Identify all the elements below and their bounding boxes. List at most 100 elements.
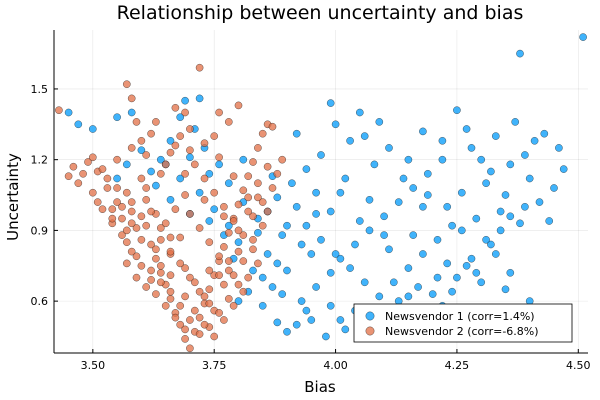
series-2-point (181, 191, 189, 199)
series-2-point (224, 118, 233, 126)
series-2-point (127, 219, 136, 228)
series-2-point (220, 243, 228, 251)
series-2-point (122, 226, 131, 235)
series-2-point (234, 226, 243, 235)
series-1-point (419, 127, 427, 136)
series-1-point (423, 191, 432, 199)
series-1-point (496, 207, 505, 216)
series-2-point (147, 129, 155, 138)
series-1-point (404, 292, 413, 301)
series-1-point (375, 292, 384, 301)
series-2-point (118, 214, 126, 223)
series-1-point (409, 184, 418, 192)
series-2-point (215, 252, 223, 261)
series-1-point (278, 290, 287, 298)
series-2-point (234, 247, 243, 256)
series-2-point (249, 158, 257, 166)
x-tick-labels: 3.50 3.75 4.00 4.25 4.50 (81, 359, 591, 372)
series-2-point (137, 212, 146, 221)
series-1-point (380, 231, 388, 239)
series-1-point (292, 202, 301, 211)
series-1-point (317, 151, 325, 159)
series-1-point (176, 174, 185, 183)
series-1-point (370, 160, 379, 169)
series-2-point (200, 320, 209, 329)
series-2-point (98, 205, 107, 214)
series-2-point (249, 235, 257, 244)
series-1-point (555, 144, 563, 152)
series-1-point (423, 169, 432, 178)
series-2-point (215, 271, 223, 280)
series-2-point (210, 132, 219, 140)
series-1-point (511, 118, 520, 126)
series-2-point (205, 266, 214, 275)
y-tick-label: 0.6 (31, 295, 49, 308)
series-1-point (195, 94, 204, 103)
series-1-point (336, 188, 345, 197)
series-2-point (186, 344, 194, 353)
series-2-point (195, 313, 204, 322)
series-2-point (122, 80, 131, 89)
series-2-point (122, 259, 131, 268)
series-1-point (448, 221, 456, 230)
series-2-point (171, 103, 180, 112)
series-2-point (220, 202, 228, 211)
legend-label-series-1: Newsvendor 1 (corr=1.4%) (385, 310, 535, 323)
series-1-point (234, 238, 243, 247)
series-2-point (171, 313, 180, 322)
series-2-point (190, 278, 199, 287)
series-2-point (176, 259, 185, 268)
legend: Newsvendor 1 (corr=1.4%) Newsvendor 2 (co… (353, 303, 573, 343)
series-2-point (249, 245, 257, 254)
series-1-point (147, 167, 155, 176)
series-1-point (317, 235, 325, 244)
series-2-point (156, 268, 165, 277)
series-2-point (229, 301, 238, 310)
series-2-point (215, 153, 223, 162)
series-1-point (176, 113, 185, 122)
series-2-point (181, 335, 189, 343)
series-1-point (438, 136, 447, 145)
series-1-point (409, 231, 418, 239)
series-2-point (108, 205, 117, 214)
series-1-point (506, 268, 515, 277)
series-1-point (394, 198, 403, 206)
series-1-point (254, 228, 262, 237)
series-1-point (336, 316, 345, 324)
series-2-point (200, 139, 209, 148)
series-2-point (244, 207, 253, 216)
series-2-point (132, 273, 141, 282)
series-2-point (142, 195, 151, 204)
series-2-point (181, 169, 189, 178)
series-1-point (215, 160, 223, 169)
series-2-point (224, 294, 233, 303)
series-1-point (482, 235, 490, 244)
series-1-point (477, 155, 486, 164)
series-2-point (244, 172, 253, 181)
series-1-point (205, 169, 214, 178)
series-2-point (88, 188, 97, 197)
series-2-point (220, 280, 228, 289)
series-1-point (419, 250, 427, 258)
series-2-point (205, 238, 214, 247)
series-2-point (152, 245, 160, 254)
series-2-point (254, 193, 262, 202)
series-1-point (360, 278, 369, 287)
series-2-point (69, 162, 78, 171)
series-1-point (389, 278, 398, 287)
legend-marker-series-2 (365, 326, 375, 336)
series-1-point (166, 195, 175, 204)
y-axis-label: Uncertainty (4, 153, 22, 241)
series-1-point (351, 240, 359, 249)
series-2-point (142, 151, 151, 159)
series-1-point (385, 245, 393, 254)
chart-title: Relationship between uncertainty and bia… (117, 2, 524, 24)
series-2-point (249, 212, 257, 221)
series-2-point (220, 316, 228, 324)
series-2-point (127, 198, 136, 206)
series-1-point (428, 290, 437, 298)
series-1-point (467, 254, 476, 263)
series-1-point (355, 108, 364, 117)
series-2-point (176, 233, 185, 242)
series-2-point (186, 210, 194, 218)
